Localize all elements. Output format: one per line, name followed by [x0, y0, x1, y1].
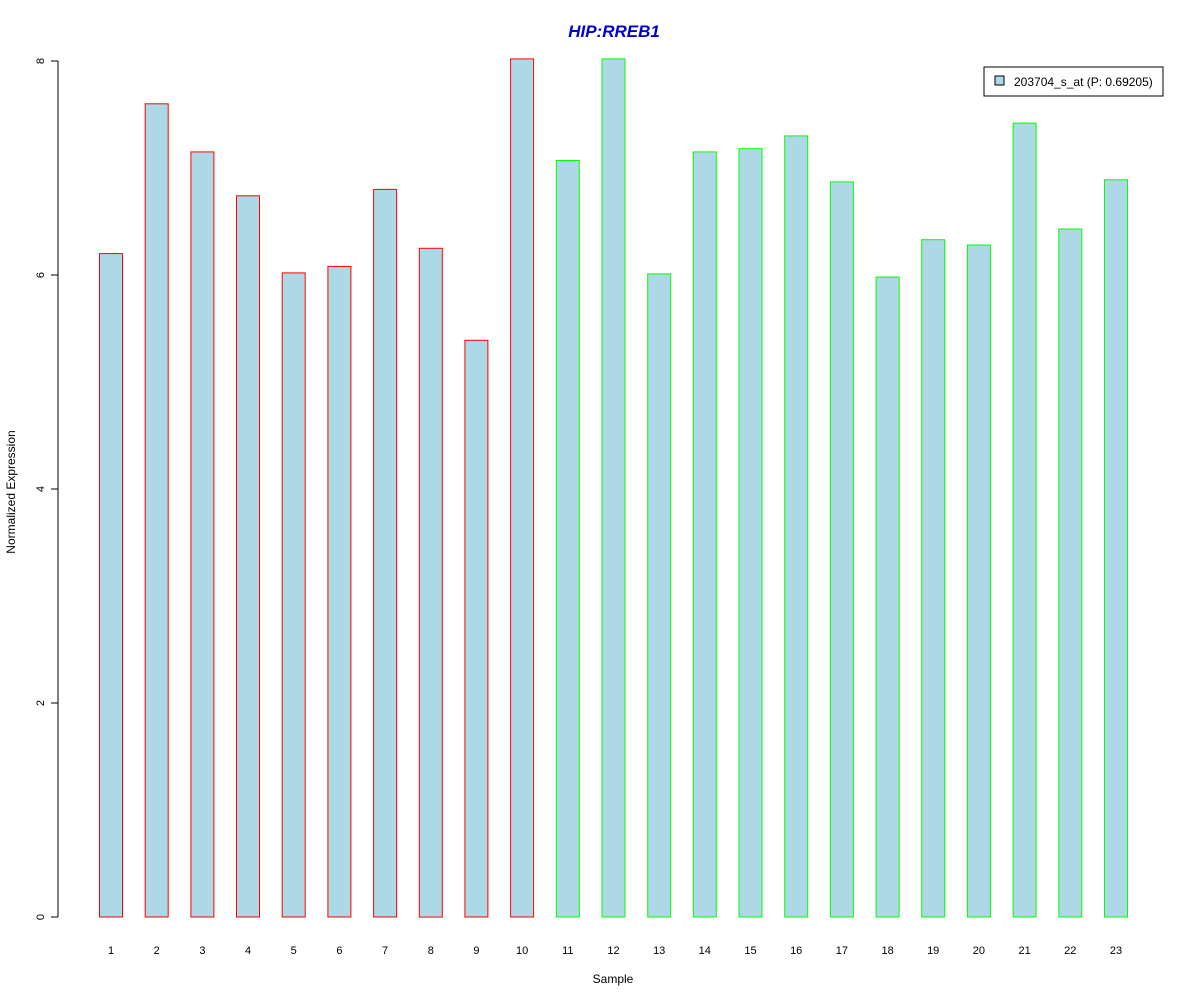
x-tick-label: 5 — [291, 945, 297, 957]
x-tick-label: 14 — [699, 945, 711, 957]
bar-sample-19 — [921, 239, 946, 918]
legend: 203704_s_at (P: 0.69205) — [983, 66, 1164, 97]
x-tick-label: 22 — [1064, 945, 1076, 957]
x-tick-label: 4 — [245, 945, 251, 957]
bar-sample-10 — [510, 58, 535, 918]
x-tick-label: 12 — [607, 945, 619, 957]
legend-swatch — [994, 75, 1005, 86]
bar-sample-13 — [647, 273, 672, 918]
y-tick-label: 0 — [35, 914, 47, 920]
x-tick-label: 8 — [428, 945, 434, 957]
bar-sample-9 — [464, 339, 489, 918]
bar-sample-14 — [692, 151, 717, 918]
bar-sample-4 — [236, 195, 260, 918]
x-tick-label: 18 — [881, 945, 893, 957]
bars — [99, 58, 1128, 918]
x-tick-label: 17 — [836, 945, 848, 957]
x-tick-label: 1 — [108, 945, 114, 957]
bar-sample-7 — [373, 188, 398, 918]
x-tick-label: 16 — [790, 945, 802, 957]
x-tick-label: 11 — [562, 945, 573, 957]
x-tick-label: 19 — [927, 945, 939, 957]
bar-sample-6 — [327, 265, 352, 918]
x-tick-label: 2 — [154, 945, 160, 957]
y-axis: 0 2 4 6 8 — [35, 58, 59, 920]
bar-sample-1 — [99, 253, 123, 918]
bar-sample-8 — [418, 247, 443, 918]
y-tick-label: 6 — [35, 272, 47, 278]
legend-box — [983, 66, 1164, 97]
y-tick-label: 8 — [35, 58, 47, 64]
y-tick-label: 4 — [35, 486, 47, 492]
bar-sample-12 — [601, 58, 626, 918]
bar-sample-3 — [190, 151, 215, 918]
x-tick-label: 9 — [473, 945, 479, 957]
x-tick-label: 10 — [516, 945, 528, 957]
bar-sample-20 — [966, 244, 991, 918]
x-tick-label: 23 — [1110, 945, 1122, 957]
bar-sample-18 — [875, 276, 900, 918]
bar-sample-22 — [1058, 228, 1083, 918]
x-tick-label: 21 — [1018, 945, 1030, 957]
bar-sample-2 — [144, 103, 169, 918]
x-tick-label: 15 — [744, 945, 756, 957]
bar-sample-23 — [1104, 179, 1128, 918]
x-tick-label: 3 — [199, 945, 205, 957]
x-tick-label: 7 — [382, 945, 388, 957]
legend-label: 203704_s_at (P: 0.69205) — [1014, 75, 1153, 89]
x-tick-label: 13 — [653, 945, 665, 957]
bar-sample-17 — [829, 181, 854, 918]
bar-sample-15 — [738, 148, 763, 918]
x-tick-labels: 1 2 3 4 5 6 7 8 9 10 11 12 13 14 15 16 17 18 19 20 21 22 23 — [108, 945, 1122, 957]
x-axis-label: Sample — [593, 972, 634, 986]
bar-sample-16 — [784, 135, 809, 918]
bar-sample-11 — [555, 160, 580, 918]
y-tick-label: 2 — [35, 700, 47, 706]
x-tick-label: 20 — [973, 945, 985, 957]
bar-sample-5 — [281, 272, 306, 918]
y-axis-label: Normalized Expression — [4, 430, 18, 553]
chart-title: HIP:RREB1 — [568, 22, 660, 41]
bar-sample-21 — [1012, 122, 1037, 918]
x-tick-label: 6 — [336, 945, 342, 957]
